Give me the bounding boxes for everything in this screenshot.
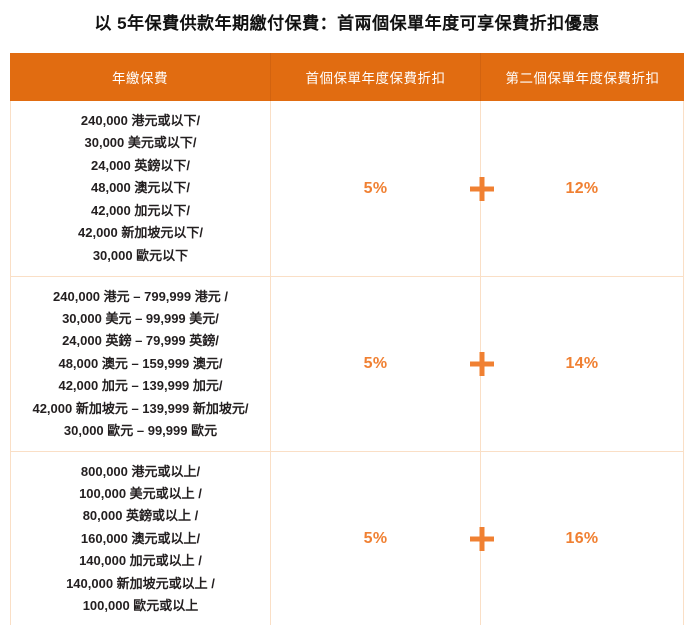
- premium-line: 100,000 歐元或以上: [82, 598, 199, 614]
- second-year-discount-cell: 14%: [481, 277, 683, 451]
- premium-line: 800,000 港元或以上/: [80, 463, 201, 479]
- premium-line: 30,000 美元 – 99,999 美元/: [62, 310, 219, 326]
- table-row: 240,000 港元 – 799,999 港元 / 30,000 美元 – 99…: [11, 276, 683, 451]
- premium-tier-cell: 240,000 港元或以下/ 30,000 美元或以下/ 24,000 英鎊以下…: [11, 101, 271, 276]
- header-second-policy-year-discount: 第二個保單年度保費折扣: [480, 53, 684, 101]
- page: 以 5年保費供款年期繳付保費：首兩個保單年度可享保費折扣優惠 年繳保費 首個保單…: [0, 13, 694, 625]
- premium-line: 240,000 港元 – 799,999 港元 /: [53, 288, 228, 304]
- first-year-discount-value: 5%: [363, 355, 388, 372]
- header-first-policy-year-discount: 首個保單年度保費折扣: [270, 53, 480, 101]
- premium-line: 24,000 英鎊以下/: [91, 157, 190, 173]
- premium-line: 42,000 新加坡元以下/: [78, 225, 203, 241]
- header-annual-premium: 年繳保費: [112, 71, 168, 86]
- premium-line: 140,000 新加坡元或以上 /: [66, 575, 215, 591]
- plus-icon: [470, 177, 494, 201]
- premium-line: 48,000 澳元以下/: [91, 180, 190, 196]
- second-year-discount-value: 16%: [565, 530, 599, 547]
- first-year-discount-value: 5%: [363, 179, 388, 197]
- first-year-discount-value: 5%: [363, 530, 388, 547]
- premium-line: 42,000 加元 – 139,999 加元/: [58, 378, 223, 394]
- page-title: 以 5年保費供款年期繳付保費：首兩個保單年度可享保費折扣優惠: [94, 14, 600, 33]
- second-year-discount-cell: 16%: [481, 452, 683, 625]
- premium-line: 42,000 新加坡元 – 139,999 新加坡元/: [32, 400, 249, 416]
- premium-line: 48,000 澳元 – 159,999 澳元/: [58, 355, 223, 371]
- table-row: 240,000 港元或以下/ 30,000 美元或以下/ 24,000 英鎊以下…: [11, 101, 683, 276]
- premium-line: 80,000 英鎊或以上 /: [82, 508, 199, 524]
- plus-icon: [470, 527, 494, 551]
- premium-line: 140,000 加元或以上 /: [79, 553, 202, 569]
- premium-line: 30,000 美元或以下/: [84, 135, 197, 151]
- premium-line: 42,000 加元以下/: [91, 202, 190, 218]
- second-year-discount-cell: 12%: [481, 101, 683, 276]
- second-year-discount-value: 12%: [565, 179, 599, 197]
- premium-line: 100,000 美元或以上 /: [79, 485, 202, 501]
- first-year-discount-cell: 5%: [271, 277, 481, 451]
- premium-line: 30,000 歐元 – 99,999 歐元: [63, 423, 218, 439]
- second-year-discount-value: 14%: [565, 355, 599, 372]
- premium-line: 240,000 港元或以下/: [80, 113, 201, 129]
- premium-tier-cell: 240,000 港元 – 799,999 港元 / 30,000 美元 – 99…: [11, 277, 271, 451]
- premium-discount-table: 年繳保費 首個保單年度保費折扣 第二個保單年度保費折扣 240,000 港元或以…: [10, 53, 684, 625]
- first-year-discount-cell: 5%: [271, 101, 481, 276]
- plus-icon: [470, 352, 494, 376]
- table-row: 800,000 港元或以上/ 100,000 美元或以上 / 80,000 英鎊…: [11, 451, 683, 625]
- premium-tier-cell: 800,000 港元或以上/ 100,000 美元或以上 / 80,000 英鎊…: [11, 452, 271, 625]
- first-year-discount-cell: 5%: [271, 452, 481, 625]
- premium-line: 24,000 英鎊 – 79,999 英鎊/: [62, 333, 219, 349]
- premium-line: 30,000 歐元以下: [92, 247, 189, 263]
- table-header-row: 年繳保費 首個保單年度保費折扣 第二個保單年度保費折扣: [10, 53, 684, 101]
- premium-line: 160,000 澳元或以上/: [80, 530, 201, 546]
